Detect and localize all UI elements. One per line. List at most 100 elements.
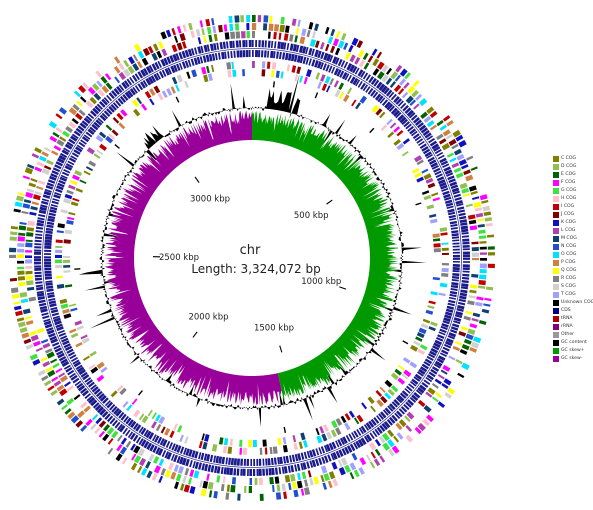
cog-feature bbox=[55, 275, 64, 279]
cds-feature bbox=[44, 264, 52, 268]
cds-feature bbox=[389, 403, 396, 411]
cog-feature bbox=[26, 280, 34, 286]
cds-feature bbox=[291, 454, 296, 462]
cog-feature bbox=[305, 69, 312, 78]
legend-label: R COG bbox=[561, 276, 577, 281]
cds-feature bbox=[400, 102, 407, 109]
cog-feature bbox=[176, 26, 182, 34]
legend-item: C COG bbox=[553, 155, 593, 163]
cds-feature bbox=[429, 350, 437, 357]
cds-feature bbox=[381, 422, 388, 431]
cog-feature bbox=[203, 74, 209, 83]
cog-feature bbox=[370, 451, 376, 459]
cog-feature bbox=[179, 33, 186, 42]
cog-feature bbox=[26, 163, 35, 170]
cds-feature bbox=[306, 450, 311, 459]
cog-feature bbox=[132, 99, 140, 108]
cds-feature bbox=[230, 50, 233, 59]
cds-feature bbox=[245, 50, 249, 58]
cds-feature bbox=[58, 154, 67, 161]
cds-feature bbox=[393, 399, 401, 406]
cds-feature bbox=[322, 63, 327, 71]
cds-feature bbox=[59, 176, 68, 182]
cds-feature bbox=[185, 458, 190, 467]
cds-feature bbox=[38, 209, 47, 215]
cds-feature bbox=[166, 452, 172, 460]
cds-feature bbox=[55, 323, 63, 329]
cog-feature bbox=[452, 129, 461, 138]
cds-feature bbox=[43, 318, 51, 323]
cds-feature bbox=[45, 233, 53, 237]
legend-label: N COG bbox=[561, 244, 577, 249]
cds-feature bbox=[451, 276, 460, 279]
cog-feature bbox=[32, 194, 41, 201]
cog-feature bbox=[165, 29, 172, 38]
cog-feature bbox=[222, 445, 228, 454]
cds-feature bbox=[305, 57, 310, 65]
cog-feature bbox=[300, 488, 305, 496]
cds-feature bbox=[44, 276, 53, 280]
cds-feature bbox=[360, 82, 366, 90]
cog-feature bbox=[330, 28, 336, 37]
cog-feature bbox=[322, 482, 328, 490]
cog-feature bbox=[461, 362, 470, 371]
cds-feature bbox=[99, 408, 107, 416]
cog-feature bbox=[487, 252, 495, 256]
cog-feature bbox=[63, 270, 71, 273]
cds-feature bbox=[416, 138, 424, 144]
cog-feature bbox=[11, 293, 20, 299]
cog-feature bbox=[467, 328, 476, 336]
cog-feature bbox=[61, 404, 68, 411]
cds-feature bbox=[419, 366, 428, 373]
cds-feature bbox=[419, 143, 427, 150]
cog-feature bbox=[29, 211, 37, 216]
cds-feature bbox=[264, 50, 267, 58]
cog-feature bbox=[439, 282, 448, 288]
cog-feature bbox=[351, 37, 359, 46]
cog-feature bbox=[62, 130, 70, 138]
tick-mark bbox=[326, 199, 333, 205]
cds-feature bbox=[34, 243, 42, 246]
cds-feature bbox=[172, 53, 178, 62]
cog-feature bbox=[206, 65, 210, 74]
cds-feature bbox=[258, 50, 261, 58]
cds-feature bbox=[376, 81, 383, 89]
cog-feature bbox=[362, 52, 369, 61]
cds-feature bbox=[155, 447, 161, 455]
cog-feature bbox=[166, 88, 173, 96]
cds-feature bbox=[372, 430, 378, 438]
cds-feature bbox=[41, 200, 49, 205]
cog-feature bbox=[51, 150, 59, 156]
cds-feature bbox=[402, 105, 409, 112]
cog-feature bbox=[36, 161, 45, 167]
cds-feature bbox=[44, 323, 53, 329]
cds-feature bbox=[44, 267, 52, 271]
cds-feature bbox=[137, 83, 144, 91]
cds-feature bbox=[61, 149, 70, 156]
cds-feature bbox=[185, 448, 190, 456]
cog-feature bbox=[375, 390, 383, 397]
cog-feature bbox=[105, 135, 114, 144]
cog-feature bbox=[436, 133, 444, 141]
cog-feature bbox=[259, 447, 263, 455]
cog-feature bbox=[483, 303, 491, 307]
cds-feature bbox=[249, 468, 252, 476]
cds-feature bbox=[436, 357, 444, 364]
cog-feature bbox=[132, 54, 139, 62]
tick-mark bbox=[339, 286, 347, 290]
cog-feature bbox=[261, 61, 266, 69]
cds-feature bbox=[127, 90, 134, 98]
cog-feature bbox=[386, 118, 393, 126]
cog-feature bbox=[80, 334, 88, 340]
cds-feature bbox=[351, 66, 358, 74]
cds-feature bbox=[218, 456, 223, 464]
cog-feature bbox=[131, 398, 138, 405]
cds-feature bbox=[256, 458, 259, 466]
cog-feature bbox=[386, 67, 393, 75]
cog-feature bbox=[96, 374, 105, 382]
cds-feature bbox=[35, 233, 43, 236]
cds-feature bbox=[454, 314, 463, 319]
cog-feature bbox=[102, 433, 110, 442]
cog-feature bbox=[141, 57, 149, 66]
cog-feature bbox=[420, 323, 429, 329]
